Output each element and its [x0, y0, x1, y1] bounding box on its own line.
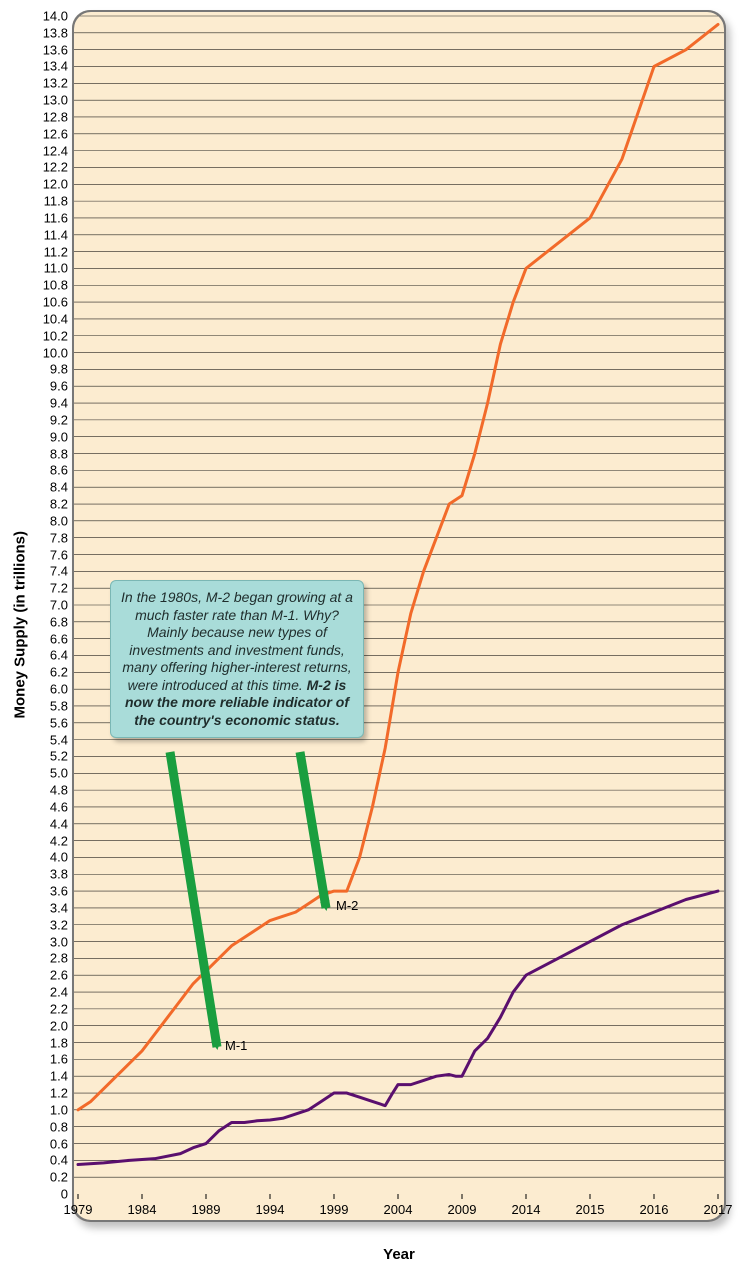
- y-tick: 11.4: [32, 227, 68, 242]
- y-tick: 7.4: [32, 564, 68, 579]
- y-tick: 9.0: [32, 429, 68, 444]
- y-tick: 0.6: [32, 1136, 68, 1151]
- y-tick: 12.6: [32, 126, 68, 141]
- y-tick: 11.6: [32, 210, 68, 225]
- y-tick: 2.8: [32, 951, 68, 966]
- y-tick: 1.4: [32, 1069, 68, 1084]
- y-tick: 10.4: [32, 311, 68, 326]
- x-tick: 1994: [256, 1202, 285, 1217]
- x-tick: 1979: [64, 1202, 93, 1217]
- x-tick: 2009: [448, 1202, 477, 1217]
- y-tick: 10.8: [32, 278, 68, 293]
- y-tick: 5.0: [32, 766, 68, 781]
- series-label-m1: M-1: [225, 1038, 247, 1053]
- y-tick: 12.4: [32, 143, 68, 158]
- y-tick: 2.4: [32, 985, 68, 1000]
- y-tick: 0.8: [32, 1119, 68, 1134]
- y-tick: 8.2: [32, 497, 68, 512]
- chart-container: Money Supply (in trillions) Year 00.20.4…: [0, 0, 740, 1270]
- y-tick: 7.6: [32, 547, 68, 562]
- x-tick: 2016: [640, 1202, 669, 1217]
- y-tick: 6.6: [32, 631, 68, 646]
- x-tick: 2004: [384, 1202, 413, 1217]
- y-tick: 11.8: [32, 194, 68, 209]
- y-tick: 9.2: [32, 412, 68, 427]
- y-tick: 1.0: [32, 1102, 68, 1117]
- y-tick: 3.8: [32, 867, 68, 882]
- y-tick: 14.0: [32, 9, 68, 24]
- y-tick: 4.8: [32, 783, 68, 798]
- y-tick: 3.6: [32, 884, 68, 899]
- y-tick: 4.0: [32, 850, 68, 865]
- y-tick: 12.0: [32, 177, 68, 192]
- y-tick: 13.2: [32, 76, 68, 91]
- y-tick: 6.0: [32, 682, 68, 697]
- y-tick: 13.6: [32, 42, 68, 57]
- x-tick: 2015: [576, 1202, 605, 1217]
- y-tick: 6.8: [32, 614, 68, 629]
- y-tick: 4.4: [32, 816, 68, 831]
- y-tick: 0.4: [32, 1153, 68, 1168]
- y-tick: 10.6: [32, 295, 68, 310]
- x-tick: 2014: [512, 1202, 541, 1217]
- y-tick: 5.2: [32, 749, 68, 764]
- y-tick: 1.6: [32, 1052, 68, 1067]
- callout-box: In the 1980s, M-2 began growing at a muc…: [110, 580, 364, 738]
- y-tick: 3.2: [32, 917, 68, 932]
- y-tick: 11.2: [32, 244, 68, 259]
- y-tick: 13.0: [32, 93, 68, 108]
- y-tick: 7.0: [32, 598, 68, 613]
- y-tick: 8.4: [32, 480, 68, 495]
- series-label-m2: M-2: [336, 898, 358, 913]
- y-tick: 4.6: [32, 799, 68, 814]
- y-tick: 6.4: [32, 648, 68, 663]
- y-tick: 3.0: [32, 934, 68, 949]
- y-tick: 9.6: [32, 379, 68, 394]
- y-tick: 10.2: [32, 328, 68, 343]
- x-tick: 1984: [128, 1202, 157, 1217]
- y-tick: 8.0: [32, 513, 68, 528]
- y-tick: 0: [32, 1187, 68, 1202]
- y-tick: 8.8: [32, 446, 68, 461]
- y-tick: 4.2: [32, 833, 68, 848]
- x-tick: 1999: [320, 1202, 349, 1217]
- y-tick: 1.2: [32, 1086, 68, 1101]
- y-tick: 8.6: [32, 463, 68, 478]
- y-tick: 7.8: [32, 530, 68, 545]
- y-tick: 9.4: [32, 396, 68, 411]
- y-tick: 5.6: [32, 715, 68, 730]
- x-tick: 1989: [192, 1202, 221, 1217]
- y-tick: 13.8: [32, 25, 68, 40]
- y-tick: 5.8: [32, 698, 68, 713]
- y-tick: 2.0: [32, 1018, 68, 1033]
- y-tick: 1.8: [32, 1035, 68, 1050]
- y-tick: 0.2: [32, 1170, 68, 1185]
- y-tick: 9.8: [32, 362, 68, 377]
- y-tick: 11.0: [32, 261, 68, 276]
- y-tick: 10.0: [32, 345, 68, 360]
- x-tick: 2017: [704, 1202, 733, 1217]
- y-tick: 7.2: [32, 581, 68, 596]
- y-tick: 12.8: [32, 109, 68, 124]
- y-tick: 5.4: [32, 732, 68, 747]
- y-tick: 13.4: [32, 59, 68, 74]
- y-tick: 6.2: [32, 665, 68, 680]
- y-tick: 3.4: [32, 900, 68, 915]
- y-tick: 12.2: [32, 160, 68, 175]
- y-tick: 2.6: [32, 968, 68, 983]
- y-tick: 2.2: [32, 1001, 68, 1016]
